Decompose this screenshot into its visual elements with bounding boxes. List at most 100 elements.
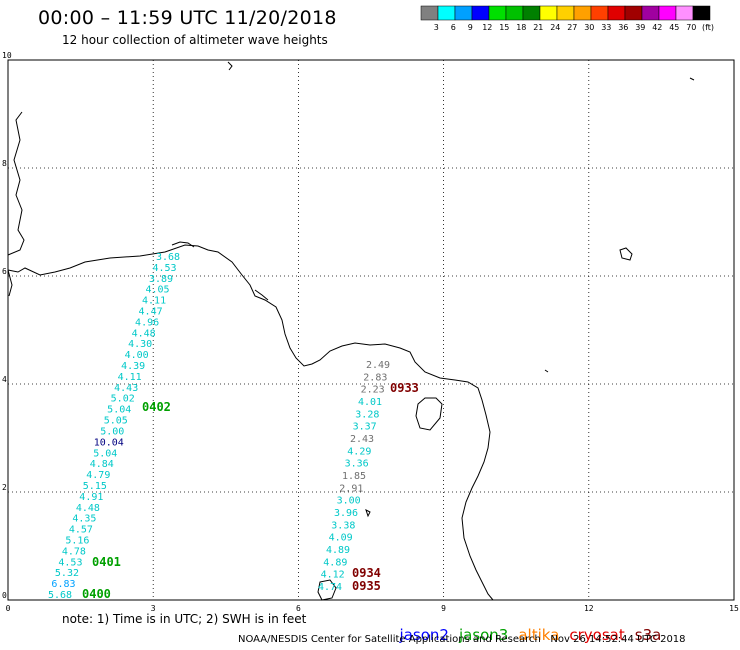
legend-label: 6 <box>451 23 456 32</box>
swh-value: 3.28 <box>355 409 379 420</box>
legend-label: 45 <box>669 23 679 32</box>
x-tick-label: 0 <box>6 604 11 613</box>
swh-value: 3.37 <box>353 422 377 433</box>
swh-value: 5.04 <box>107 405 131 416</box>
swh-value: 4.84 <box>90 459 114 470</box>
x-tick-label: 12 <box>584 604 594 613</box>
legend-swatch <box>692 5 711 21</box>
legend-label: 24 <box>550 23 560 32</box>
color-legend: 3 6 9 12 15 18 21 24 27 30 33 36 39 42 45 70 (ft) <box>420 5 714 32</box>
map-subtitle: 12 hour collection of altimeter wave hei… <box>62 33 328 47</box>
swh-value: 2.83 <box>363 372 387 383</box>
map-frame <box>7 59 735 601</box>
legend-label: 70 <box>686 23 696 32</box>
swh-value: 2.23 <box>361 385 385 396</box>
pass-time-label: 0933 <box>390 381 419 395</box>
y-tick-label: 6 <box>2 267 7 276</box>
y-tick-label: 2 <box>2 483 7 492</box>
sat-name-jason3: jason3 <box>458 626 509 644</box>
legend-label: 30 <box>584 23 594 32</box>
swh-value: 4.11 <box>142 296 166 307</box>
footer-note: note: 1) Time is in UTC; 2) SWH is in fe… <box>62 612 307 626</box>
legend-label: 15 <box>499 23 509 32</box>
legend-swatch <box>573 5 592 21</box>
legend-swatch <box>437 5 456 21</box>
legend-swatch <box>590 5 609 21</box>
swh-value: 4.39 <box>121 361 145 372</box>
y-tick-label: 8 <box>2 159 7 168</box>
swh-value: 10.04 <box>94 437 124 448</box>
swh-value: 4.43 <box>114 383 138 394</box>
swh-value: 4.29 <box>347 446 371 457</box>
legend-label: 33 <box>601 23 611 32</box>
legend-label: 27 <box>567 23 577 32</box>
swh-value: 5.32 <box>55 568 79 579</box>
swh-value: 3.68 <box>156 252 180 263</box>
sat-name-s3a: s3a <box>634 626 662 644</box>
swh-value: 4.53 <box>58 557 82 568</box>
swh-value: 1.85 <box>342 471 366 482</box>
coastline <box>7 61 695 601</box>
swh-value: 2.91 <box>339 483 363 494</box>
legend-unit: (ft) <box>702 23 714 32</box>
swh-value: 2.49 <box>366 360 390 371</box>
swh-value: 4.96 <box>135 317 159 328</box>
swh-value: 4.89 <box>326 545 350 556</box>
swh-value: 3.36 <box>345 459 369 470</box>
swh-value: 5.15 <box>83 481 107 492</box>
swh-value: 4.91 <box>79 492 103 503</box>
x-tick-label: 9 <box>441 604 446 613</box>
y-tick-label: 0 <box>2 591 7 600</box>
map-title: 00:00 – 11:59 UTC 11/20/2018 <box>38 7 337 29</box>
pass-time-label: 0400 <box>82 587 111 601</box>
swh-value: 3.00 <box>337 496 361 507</box>
swh-value: 5.04 <box>93 448 117 459</box>
swh-value: 4.74 <box>318 582 342 593</box>
legend-label: 36 <box>618 23 628 32</box>
swh-value: 5.16 <box>65 535 89 546</box>
legend-swatch <box>539 5 558 21</box>
swh-value: 5.00 <box>100 426 124 437</box>
legend-label: 42 <box>652 23 662 32</box>
x-tick-label: 15 <box>729 604 739 613</box>
x-tick-label: 3 <box>151 604 156 613</box>
swh-value: 3.89 <box>149 274 173 285</box>
swh-value: 4.30 <box>128 339 152 350</box>
swh-value: 4.47 <box>139 307 163 318</box>
swh-value: 6.83 <box>51 579 75 590</box>
swh-value: 4.35 <box>72 514 96 525</box>
swh-value: 4.53 <box>152 263 176 274</box>
swh-value: 5.68 <box>48 590 72 601</box>
legend-label: 18 <box>516 23 526 32</box>
legend-label: 3 <box>434 23 439 32</box>
sat-name-cryosat: cryosat <box>569 626 625 644</box>
satellite-legend: jason2 jason3 altika cryosat s3a <box>390 608 671 644</box>
legend-swatch <box>556 5 575 21</box>
swh-value: 4.05 <box>146 285 170 296</box>
swh-value: 4.12 <box>321 570 345 581</box>
altimeter-tracks: 3.684.533.894.054.114.474.964.484.304.00… <box>48 252 419 601</box>
swh-value: 4.48 <box>76 503 100 514</box>
legend-swatch <box>658 5 677 21</box>
legend-swatch <box>624 5 643 21</box>
legend-swatch <box>420 5 439 21</box>
swh-value: 4.00 <box>125 350 149 361</box>
legend-swatch <box>454 5 473 21</box>
legend-swatch <box>522 5 541 21</box>
pass-time-label: 0935 <box>352 579 381 593</box>
swh-value: 4.79 <box>86 470 110 481</box>
swh-value: 3.38 <box>331 520 355 531</box>
legend-swatch <box>488 5 507 21</box>
pass-time-label: 0401 <box>92 555 121 569</box>
pass-time-label: 0402 <box>142 400 171 414</box>
legend-label: 21 <box>533 23 543 32</box>
swh-value: 4.48 <box>132 328 156 339</box>
swh-value: 2.43 <box>350 434 374 445</box>
pass-time-label: 0934 <box>352 566 381 580</box>
legend-swatch <box>641 5 660 21</box>
swh-value: 4.01 <box>358 397 382 408</box>
legend-swatch <box>675 5 694 21</box>
legend-swatch <box>505 5 524 21</box>
y-tick-label: 10 <box>2 51 12 60</box>
